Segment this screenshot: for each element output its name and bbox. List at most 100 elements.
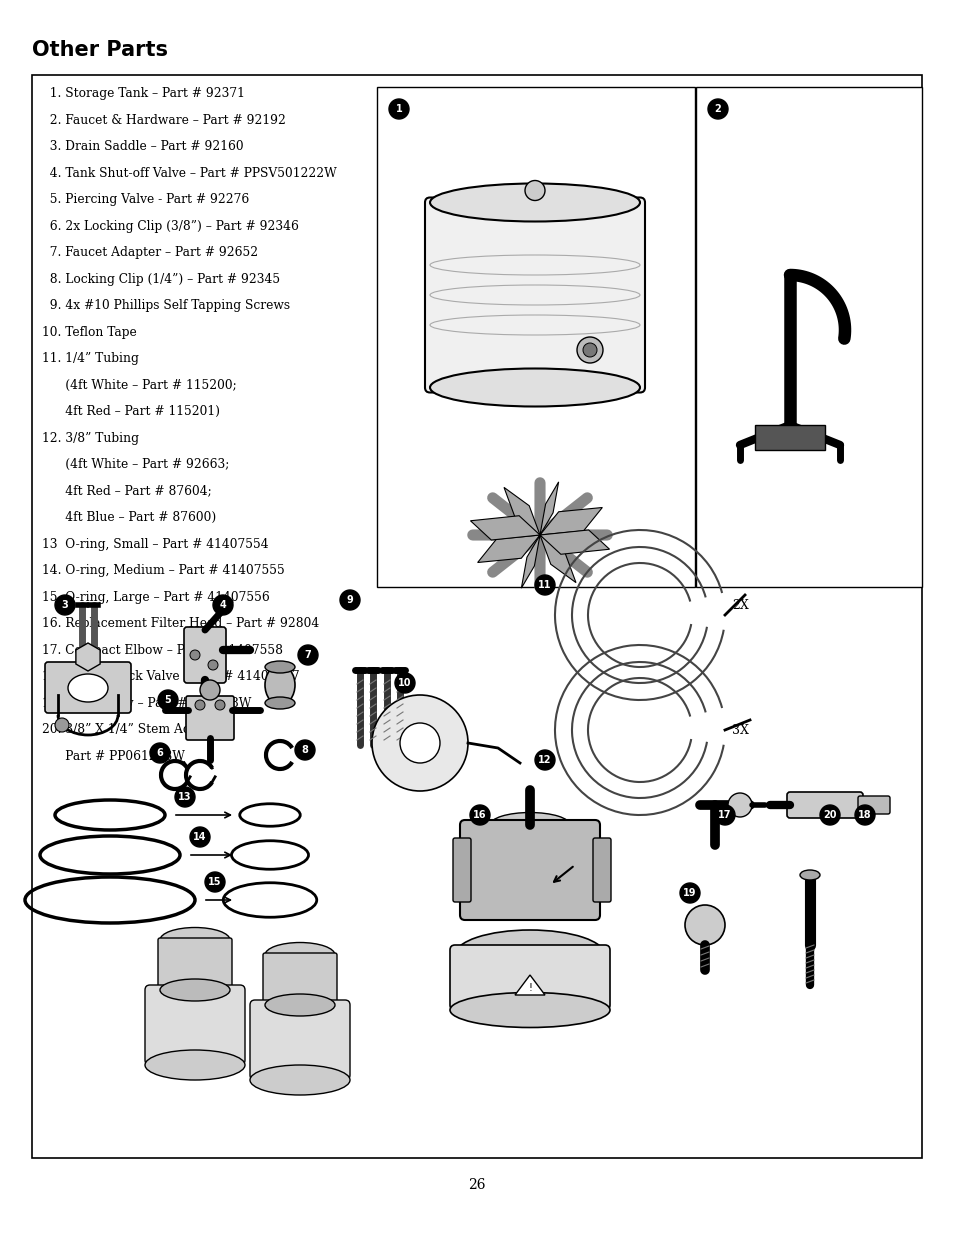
Circle shape xyxy=(194,700,205,710)
Ellipse shape xyxy=(160,927,230,952)
Text: Part # PP061208W: Part # PP061208W xyxy=(42,750,185,762)
Text: 4. Tank Shut-off Valve – Part # PPSV501222W: 4. Tank Shut-off Valve – Part # PPSV5012… xyxy=(42,167,336,179)
Circle shape xyxy=(200,680,220,700)
Text: 10. Teflon Tape: 10. Teflon Tape xyxy=(42,326,136,338)
Circle shape xyxy=(707,99,727,119)
Circle shape xyxy=(389,99,409,119)
Text: 2. Faucet & Hardware – Part # 92192: 2. Faucet & Hardware – Part # 92192 xyxy=(42,114,286,126)
Ellipse shape xyxy=(265,994,335,1016)
FancyBboxPatch shape xyxy=(145,986,245,1065)
Ellipse shape xyxy=(490,813,569,837)
FancyBboxPatch shape xyxy=(857,797,889,814)
Text: 7. Faucet Adapter – Part # 92652: 7. Faucet Adapter – Part # 92652 xyxy=(42,246,258,259)
Circle shape xyxy=(205,872,225,892)
Text: 3X: 3X xyxy=(731,724,748,736)
Text: 5: 5 xyxy=(165,695,172,705)
FancyArrowPatch shape xyxy=(541,498,587,534)
Circle shape xyxy=(535,576,555,595)
Polygon shape xyxy=(539,530,609,555)
FancyArrowPatch shape xyxy=(492,537,537,572)
FancyBboxPatch shape xyxy=(450,945,609,1010)
Bar xyxy=(32,75,921,1158)
Text: 17: 17 xyxy=(718,810,731,820)
Polygon shape xyxy=(503,488,539,535)
Polygon shape xyxy=(470,516,539,540)
Bar xyxy=(754,425,824,450)
Circle shape xyxy=(372,695,468,790)
Text: 26: 26 xyxy=(468,1178,485,1192)
Text: 13  O-ring, Small – Part # 41407554: 13 O-ring, Small – Part # 41407554 xyxy=(42,537,269,551)
Text: 1: 1 xyxy=(395,104,402,114)
FancyBboxPatch shape xyxy=(250,1000,350,1079)
Circle shape xyxy=(294,740,314,760)
Circle shape xyxy=(150,743,170,763)
Text: 2X: 2X xyxy=(731,599,748,611)
Text: 20: 20 xyxy=(822,810,836,820)
Circle shape xyxy=(714,805,734,825)
Circle shape xyxy=(679,883,700,903)
Polygon shape xyxy=(539,535,576,583)
Text: (4ft White – Part # 115200;: (4ft White – Part # 115200; xyxy=(42,378,236,391)
Circle shape xyxy=(297,645,317,664)
FancyBboxPatch shape xyxy=(263,953,336,1007)
Text: 1. Storage Tank – Part # 92371: 1. Storage Tank – Part # 92371 xyxy=(42,86,245,100)
Polygon shape xyxy=(477,535,539,562)
Circle shape xyxy=(190,827,210,847)
Ellipse shape xyxy=(265,942,335,967)
Circle shape xyxy=(399,722,439,763)
Text: 16: 16 xyxy=(473,810,486,820)
Circle shape xyxy=(213,595,233,615)
Text: 6: 6 xyxy=(156,748,163,758)
Text: 3: 3 xyxy=(62,600,69,610)
Circle shape xyxy=(535,750,555,769)
Ellipse shape xyxy=(430,368,639,406)
Polygon shape xyxy=(521,535,539,588)
Text: 10: 10 xyxy=(397,678,412,688)
Text: 3. Drain Saddle – Part # 92160: 3. Drain Saddle – Part # 92160 xyxy=(42,140,243,153)
Text: 7: 7 xyxy=(304,650,311,659)
Text: 16. Replacement Filter Head – Part # 92804: 16. Replacement Filter Head – Part # 928… xyxy=(42,618,319,630)
Text: 14: 14 xyxy=(193,832,207,842)
Circle shape xyxy=(339,590,359,610)
FancyBboxPatch shape xyxy=(158,939,232,992)
Circle shape xyxy=(582,343,597,357)
Text: 8: 8 xyxy=(301,745,308,755)
FancyArrowPatch shape xyxy=(492,498,537,534)
Text: 12: 12 xyxy=(537,755,551,764)
Polygon shape xyxy=(539,508,601,535)
Text: 18  Front Check Valve – Part # 41407557: 18 Front Check Valve – Part # 41407557 xyxy=(42,671,299,683)
Text: 6. 2x Locking Clip (3/8”) – Part # 92346: 6. 2x Locking Clip (3/8”) – Part # 92346 xyxy=(42,220,298,232)
Circle shape xyxy=(208,659,218,671)
Ellipse shape xyxy=(160,979,230,1002)
FancyBboxPatch shape xyxy=(593,839,610,902)
Text: 11: 11 xyxy=(537,580,551,590)
Text: 4ft Blue – Part # 87600): 4ft Blue – Part # 87600) xyxy=(42,511,216,524)
Bar xyxy=(696,86,921,587)
Circle shape xyxy=(684,905,724,945)
Circle shape xyxy=(158,690,178,710)
Circle shape xyxy=(577,337,602,363)
Text: 4ft Red – Part # 87604;: 4ft Red – Part # 87604; xyxy=(42,484,212,498)
Circle shape xyxy=(524,180,544,200)
Text: 13: 13 xyxy=(178,792,192,802)
Circle shape xyxy=(174,787,194,806)
Ellipse shape xyxy=(265,664,294,705)
FancyBboxPatch shape xyxy=(184,627,226,683)
Text: 15: 15 xyxy=(208,877,221,887)
Text: 9. 4x #10 Phillips Self Tapping Screws: 9. 4x #10 Phillips Self Tapping Screws xyxy=(42,299,290,312)
FancyBboxPatch shape xyxy=(786,792,862,818)
Circle shape xyxy=(854,805,874,825)
Ellipse shape xyxy=(250,1065,350,1095)
FancyBboxPatch shape xyxy=(186,697,233,740)
Circle shape xyxy=(214,700,225,710)
Circle shape xyxy=(395,673,415,693)
Ellipse shape xyxy=(430,184,639,221)
FancyBboxPatch shape xyxy=(453,839,471,902)
Polygon shape xyxy=(515,974,544,995)
Text: 4: 4 xyxy=(219,600,226,610)
Text: 9: 9 xyxy=(346,595,353,605)
FancyBboxPatch shape xyxy=(45,662,131,713)
Ellipse shape xyxy=(455,930,604,981)
Ellipse shape xyxy=(145,1050,245,1079)
Text: 18: 18 xyxy=(858,810,871,820)
